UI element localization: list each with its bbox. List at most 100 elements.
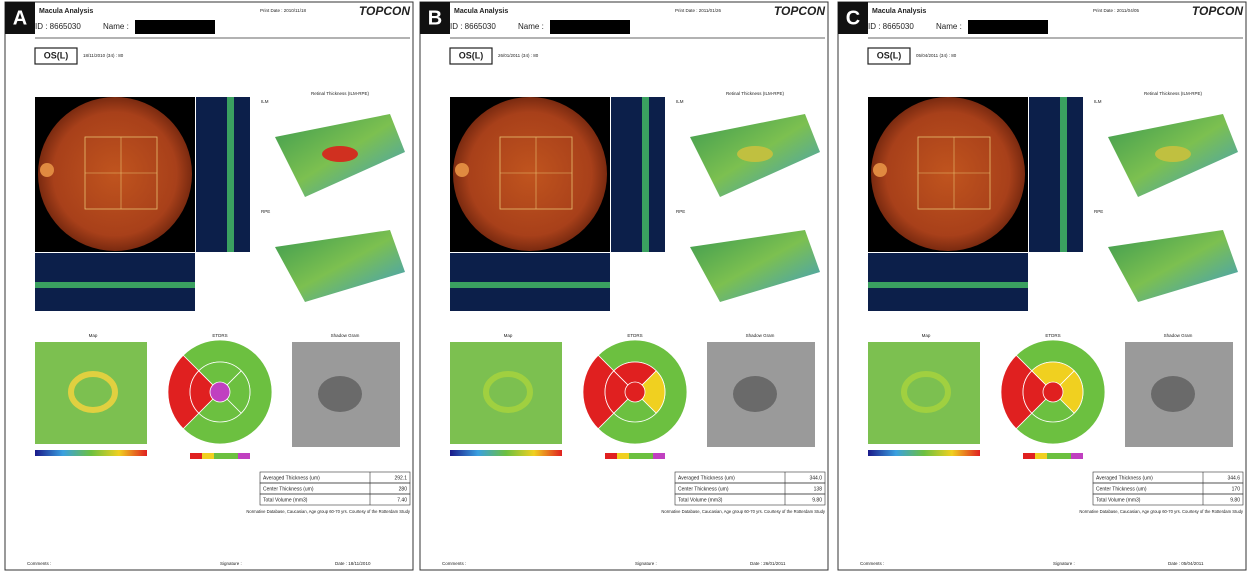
etdrs-legend-swatch — [605, 453, 617, 459]
summary-value: 7.40 — [397, 497, 407, 503]
name-label: Name : — [518, 22, 544, 31]
eye-box — [867, 47, 911, 65]
oct-horizontal-layer — [35, 282, 195, 288]
summary-label: Total Volume (mm3) — [1096, 497, 1141, 503]
thickness-title: Retinal Thickness (ILM-RPE) — [1144, 91, 1202, 96]
report-date: Date : 26/01/2011 — [750, 561, 786, 566]
panel-label: A — [13, 7, 27, 29]
redacted-name — [550, 20, 630, 34]
etdrs-title: ETDRS — [627, 333, 642, 338]
print-date: Print Date : 2010/11/18 — [260, 8, 306, 13]
etdrs-legend-swatch — [226, 453, 238, 459]
report-date: Date : 05/04/2011 — [1168, 561, 1204, 566]
signature-label: Signature : — [635, 561, 657, 566]
map-title: Map — [89, 333, 98, 338]
print-date: Print Date : 2011/01/26 — [675, 8, 721, 13]
comments-label: Comments : — [860, 561, 884, 566]
etdrs-legend-swatch — [190, 453, 202, 459]
oct-vertical — [196, 97, 250, 252]
rpe-surface — [690, 230, 820, 302]
oct-horizontal-layer — [450, 282, 610, 288]
etdrs-inner-left — [604, 370, 636, 414]
eye-label: OS(L) — [44, 50, 69, 60]
etdrs-legend-swatch — [1071, 453, 1083, 459]
report-panel: A Macula Analysis Print Date : 2010/11/18 T… — [4, 1, 414, 571]
oct-vertical-layer — [227, 97, 234, 252]
normative-note: Normative Database, Caucasian, Age group… — [661, 509, 826, 514]
fundus-image — [453, 97, 607, 251]
comments-label: Comments : — [442, 561, 466, 566]
comments-label: Comments : — [27, 561, 51, 566]
thickness-map — [35, 342, 147, 444]
thickness-title: Retinal Thickness (ILM-RPE) — [311, 91, 369, 96]
etdrs-center — [624, 381, 646, 403]
eye-label: OS(L) — [877, 50, 902, 60]
summary-label: Averaged Thickness (um) — [1096, 475, 1153, 481]
thickness-map — [450, 342, 562, 444]
summary-value: 280 — [399, 486, 408, 492]
patient-id: ID : 8665030 — [35, 22, 81, 31]
oct-vertical-layer — [1060, 97, 1067, 252]
signature-label: Signature : — [220, 561, 242, 566]
etdrs-inner-right — [219, 370, 251, 414]
signature-label: Signature : — [1053, 561, 1075, 566]
name-label: Name : — [103, 22, 129, 31]
summary-value: 344.6 — [1227, 475, 1240, 481]
ilm-label: ILM — [1094, 99, 1102, 104]
panel-label-box — [420, 2, 450, 34]
etdrs-center — [209, 381, 231, 403]
etdrs-legend-swatch — [1035, 453, 1047, 459]
panel-label: C — [846, 7, 860, 29]
summary-value: 344.0 — [809, 475, 822, 481]
ilm-label: ILM — [676, 99, 684, 104]
normative-note: Normative Database, Caucasian, Age group… — [1079, 509, 1244, 514]
map-ring — [901, 371, 951, 413]
summary-label: Center Thickness (um) — [1096, 486, 1147, 492]
summary-value: 138 — [814, 486, 823, 492]
etdrs-inner-right — [634, 370, 666, 414]
name-label: Name : — [936, 22, 962, 31]
etdrs-title: ETDRS — [1045, 333, 1060, 338]
report-title: Macula Analysis — [454, 8, 508, 15]
ilm-foveal-spot — [1155, 146, 1191, 162]
rpe-surface — [275, 230, 405, 302]
etdrs-inner-top — [1031, 361, 1075, 393]
etdrs-legend-swatch — [653, 453, 665, 459]
shadow-title: Shadow Gram — [331, 333, 360, 338]
summary-label: Center Thickness (um) — [678, 486, 729, 492]
summary-value: 9.80 — [1230, 497, 1240, 503]
etdrs-inner-top — [613, 361, 657, 393]
ilm-label: ILM — [261, 99, 269, 104]
thickness-title: Retinal Thickness (ILM-RPE) — [726, 91, 784, 96]
redacted-name — [968, 20, 1048, 34]
etdrs-legend-swatch — [629, 453, 641, 459]
summary-label: Total Volume (mm3) — [678, 497, 723, 503]
etdrs-legend-swatch — [1023, 453, 1035, 459]
redacted-name — [135, 20, 215, 34]
brand-logo: TOPCON — [1192, 4, 1243, 18]
etdrs-center — [1042, 381, 1064, 403]
etdrs-legend-swatch — [1059, 453, 1071, 459]
oct-horizontal-layer — [868, 282, 1028, 288]
etdrs-legend-swatch — [1047, 453, 1059, 459]
etdrs-inner-left — [1022, 370, 1054, 414]
report-title: Macula Analysis — [39, 8, 93, 15]
report-panel: C Macula Analysis Print Date : 2011/04/05 T… — [837, 1, 1247, 571]
normative-note: Normative Database, Caucasian, Age group… — [246, 509, 411, 514]
etdrs-legend-swatch — [202, 453, 214, 459]
optic-disc — [873, 163, 887, 177]
rpe-surface — [1108, 230, 1238, 302]
eye-box — [449, 47, 493, 65]
map-title: Map — [922, 333, 931, 338]
shadow-macula — [318, 376, 362, 412]
report-date: Date : 18/11/2010 — [335, 561, 371, 566]
ilm-foveal-spot — [322, 146, 358, 162]
summary-label: Averaged Thickness (um) — [263, 475, 320, 481]
etdrs-inner-left — [189, 370, 221, 414]
summary-label: Averaged Thickness (um) — [678, 475, 735, 481]
map-ring — [483, 371, 533, 413]
patient-id: ID : 8665030 — [450, 22, 496, 31]
etdrs-legend-swatch — [238, 453, 250, 459]
oct-vertical — [1029, 97, 1083, 252]
